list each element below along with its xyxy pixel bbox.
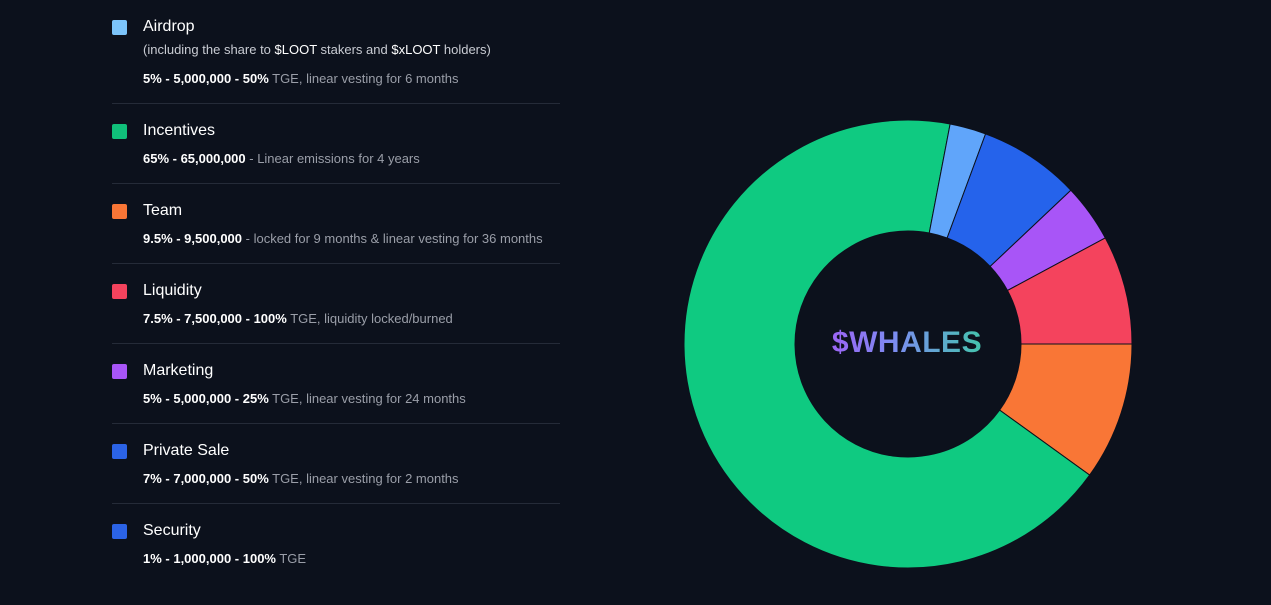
- legend-item-security: Security 1% - 1,000,000 - 100% TGE: [112, 518, 560, 578]
- legend-swatch: [112, 524, 127, 539]
- legend-title: Airdrop: [143, 18, 195, 35]
- legend-detail: 1% - 1,000,000 - 100% TGE: [143, 551, 307, 566]
- legend-subtitle: (including the share to $LOOT stakers an…: [143, 42, 491, 57]
- legend-title: Incentives: [143, 122, 216, 139]
- legend-swatch: [112, 444, 127, 459]
- legend-swatch: [112, 364, 127, 379]
- legend-detail: 7.5% - 7,500,000 - 100% TGE, liquidity l…: [143, 311, 453, 326]
- donut-slice-private-sale: [946, 133, 1072, 268]
- divider: [112, 103, 560, 104]
- legend-title: Team: [143, 202, 183, 219]
- legend-swatch: [112, 124, 127, 139]
- chart-center-label: $WHALES: [807, 326, 1007, 360]
- legend-detail: 5% - 5,000,000 - 25% TGE, linear vesting…: [143, 391, 466, 406]
- donut-slice-liquidity: [1006, 237, 1133, 345]
- legend-item-liquidity: Liquidity 7.5% - 7,500,000 - 100% TGE, l…: [112, 278, 560, 344]
- donut-slice-airdrop: [928, 123, 987, 239]
- legend-swatch: [112, 284, 127, 299]
- legend-item-marketing: Marketing 5% - 5,000,000 - 25% TGE, line…: [112, 358, 560, 424]
- divider: [112, 263, 560, 264]
- legend-title: Private Sale: [143, 442, 230, 459]
- divider: [112, 183, 560, 184]
- divider: [112, 423, 560, 424]
- legend-swatch: [112, 20, 127, 35]
- legend-title: Marketing: [143, 362, 214, 379]
- legend-swatch: [112, 204, 127, 219]
- legend-title: Security: [143, 522, 201, 539]
- legend-detail: 65% - 65,000,000 - Linear emissions for …: [143, 151, 420, 166]
- legend-item-incentives: Incentives 65% - 65,000,000 - Linear emi…: [112, 118, 560, 184]
- donut-slice-team: [998, 343, 1133, 476]
- donut-slice-marketing: [989, 189, 1106, 292]
- legend-title: Liquidity: [143, 282, 202, 299]
- legend-item-team: Team 9.5% - 9,500,000 - locked for 9 mon…: [112, 198, 560, 264]
- legend-item-airdrop: Airdrop (including the share to $LOOT st…: [112, 14, 560, 104]
- legend-detail: 9.5% - 9,500,000 - locked for 9 months &…: [143, 231, 543, 246]
- divider: [112, 343, 560, 344]
- legend-detail: 5% - 5,000,000 - 50% TGE, linear vesting…: [143, 71, 459, 86]
- legend-item-private-sale: Private Sale 7% - 7,000,000 - 50% TGE, l…: [112, 438, 560, 504]
- divider: [112, 503, 560, 504]
- legend-detail: 7% - 7,000,000 - 50% TGE, linear vesting…: [143, 471, 459, 486]
